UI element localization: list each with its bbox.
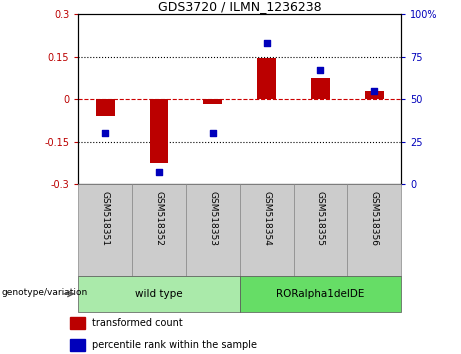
Bar (70, 339, 85, 350)
Point (371, 88, 378, 93)
Text: GSM518355: GSM518355 (316, 192, 325, 246)
Text: GSM518351: GSM518351 (101, 192, 110, 246)
Text: percentile rank within the sample: percentile rank within the sample (92, 339, 257, 350)
Bar (70, 318, 85, 329)
Bar (240, 276, 401, 312)
Text: transformed count: transformed count (92, 318, 183, 329)
Text: GSM518353: GSM518353 (208, 192, 217, 246)
Bar (365, 91, 384, 99)
Title: GDS3720 / ILMN_1236238: GDS3720 / ILMN_1236238 (158, 0, 321, 13)
Text: wild type: wild type (135, 289, 183, 299)
Bar (257, 58, 276, 99)
Text: GSM518352: GSM518352 (154, 192, 164, 246)
Bar (186, 184, 240, 276)
Bar (240, 184, 294, 276)
Point (101, 130, 109, 136)
Bar (150, 99, 168, 163)
Point (317, 67, 324, 73)
Bar (294, 184, 347, 276)
Bar (203, 99, 222, 104)
Point (263, 40, 270, 46)
Bar (78, 184, 132, 276)
Text: RORalpha1delDE: RORalpha1delDE (276, 289, 365, 299)
Point (209, 130, 217, 136)
Text: GSM518356: GSM518356 (370, 192, 378, 246)
Text: genotype/variation: genotype/variation (1, 287, 88, 297)
Bar (132, 184, 186, 276)
Point (155, 169, 163, 175)
Text: GSM518354: GSM518354 (262, 192, 271, 246)
Bar (347, 184, 401, 276)
Bar (311, 78, 330, 99)
Bar (78, 276, 240, 312)
Bar (96, 99, 115, 116)
